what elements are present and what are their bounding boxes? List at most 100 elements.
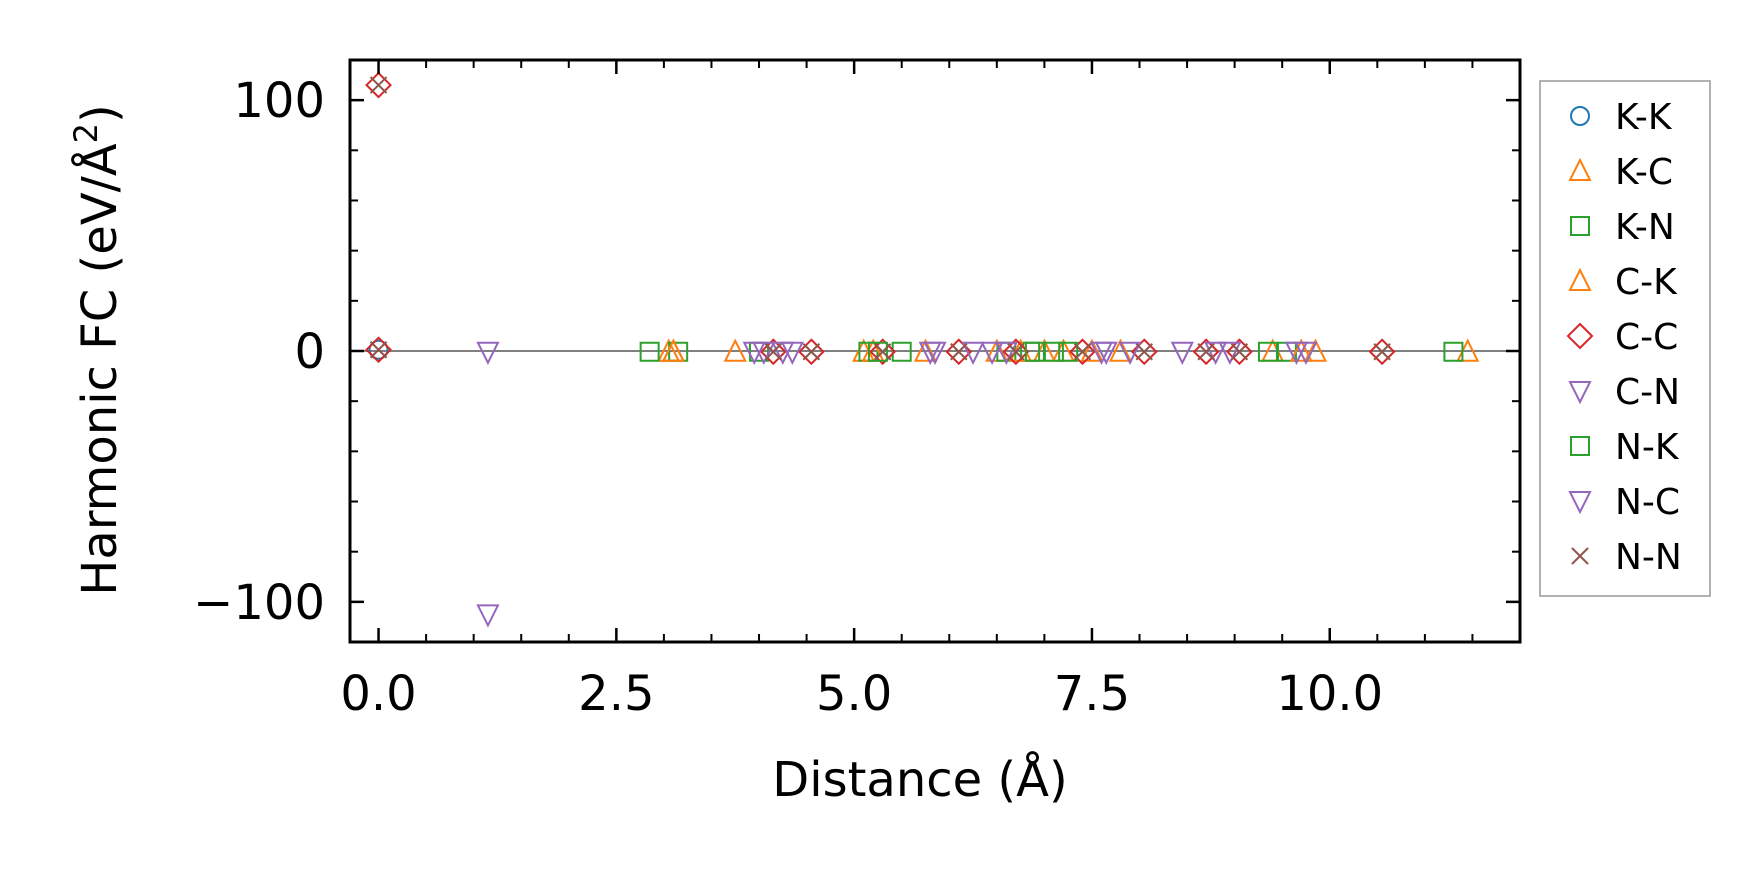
point-c-n [961, 341, 985, 365]
point-c-c [1002, 338, 1030, 366]
point-n-n [764, 343, 783, 361]
y-tick-labels: −100 0 100 [193, 73, 325, 631]
legend-marker [1568, 381, 1592, 405]
x-tick-label: 5.0 [816, 666, 892, 722]
legend-label: N-N [1615, 537, 1682, 578]
legend-item: C-N [1568, 372, 1680, 413]
legend-marker [1571, 547, 1589, 565]
legend-marker [1568, 157, 1592, 181]
legend-item: C-C [1566, 317, 1678, 358]
legend-label: K-C [1615, 152, 1673, 193]
point-c-c [1192, 338, 1220, 366]
point-k-k [368, 339, 389, 360]
legend-label: N-C [1615, 482, 1680, 523]
legend-label: N-K [1615, 427, 1680, 468]
data-points [365, 71, 1480, 628]
point-n-n [1373, 343, 1391, 361]
legend-label: C-N [1615, 372, 1680, 413]
point-c-c [797, 338, 825, 366]
series-n-n [369, 76, 1391, 361]
y-axis-label-close: ) [72, 104, 128, 123]
point-n-n [369, 76, 388, 94]
y-tick-label: 100 [233, 73, 325, 129]
point-n-k [1058, 341, 1079, 362]
series-n-k [867, 341, 1079, 362]
series-k-k [368, 339, 389, 360]
point-k-n [1257, 341, 1278, 362]
point-n-n [1197, 343, 1215, 361]
legend-item: C-K [1568, 262, 1678, 303]
legend: K-K K-C K-N C-K C-C C-N N-K N-C N-N [1539, 80, 1711, 597]
x-tick-label: 2.5 [578, 666, 654, 722]
point-n-c [918, 341, 942, 365]
legend-item: N-K [1570, 427, 1680, 468]
point-k-c [1108, 338, 1133, 362]
point-c-c [869, 338, 897, 366]
point-n-k [867, 341, 888, 362]
x-tick-label: 7.5 [1054, 666, 1130, 722]
point-n-n [802, 343, 821, 361]
point-k-c [913, 338, 938, 362]
point-k-n [1443, 341, 1464, 362]
legend-item: K-K [1570, 97, 1673, 138]
x-tick-labels: 0.0 2.5 5.0 7.5 10.0 [340, 666, 1383, 722]
point-c-n [980, 341, 1004, 365]
point-k-c [1303, 338, 1328, 362]
point-c-c [365, 71, 392, 99]
point-n-n [369, 341, 388, 359]
point-c-n [1118, 341, 1142, 365]
point-c-n [1218, 341, 1242, 365]
point-n-n [873, 343, 892, 361]
point-c-c [759, 338, 787, 366]
point-c-c [1225, 338, 1253, 366]
point-n-c [1089, 341, 1114, 365]
y-tick-label: −100 [193, 575, 325, 631]
point-n-k [1024, 341, 1045, 362]
point-c-k [1289, 338, 1313, 362]
axis-ticks [350, 60, 1520, 642]
y-axis-label-superscript: 2 [67, 123, 105, 143]
point-k-n [891, 341, 912, 362]
point-c-k [661, 338, 686, 362]
point-n-c [994, 341, 1018, 365]
y-axis-label-main: Harmonic FC (eV/Å [71, 143, 128, 596]
legend-item: K-N [1570, 207, 1675, 248]
x-tick-label: 10.0 [1276, 666, 1383, 722]
legend-marker [1568, 267, 1592, 291]
legend-item: N-C [1568, 482, 1680, 523]
point-n-n [1073, 343, 1092, 361]
y-axis-label: Harmonic FC (eV/Å2) [67, 104, 128, 596]
point-n-n [1007, 343, 1025, 361]
x-tick-label: 0.0 [340, 666, 416, 722]
point-n-c [1284, 341, 1309, 365]
legend-marker [1570, 216, 1590, 236]
legend-marker [1566, 322, 1594, 350]
point-k-n [1043, 341, 1064, 362]
legend-label: C-C [1615, 317, 1678, 358]
series-n-c [752, 341, 1309, 365]
point-n-n [1135, 343, 1153, 361]
point-c-c [1069, 338, 1096, 366]
legend-label: K-K [1615, 97, 1673, 138]
point-c-n [476, 604, 500, 628]
point-c-c [1368, 338, 1396, 366]
legend-box [1539, 80, 1711, 597]
point-c-n [780, 341, 804, 365]
legend-label: K-N [1615, 207, 1675, 248]
point-k-c [723, 338, 747, 362]
point-n-c [1203, 341, 1228, 365]
series-c-n [476, 341, 1318, 628]
legend-marker [1570, 106, 1590, 126]
legend-marker [1568, 491, 1592, 515]
legend-item: N-N [1571, 537, 1682, 578]
legend-marker [1570, 436, 1590, 456]
x-axis-label: Distance (Å) [772, 751, 1067, 808]
point-n-n [1230, 343, 1249, 361]
point-c-n [1170, 341, 1194, 365]
point-c-c [1130, 338, 1158, 366]
y-tick-label: 0 [294, 324, 325, 380]
point-c-c [365, 336, 392, 364]
legend-item: K-C [1568, 152, 1673, 193]
series-c-c [365, 71, 1396, 366]
